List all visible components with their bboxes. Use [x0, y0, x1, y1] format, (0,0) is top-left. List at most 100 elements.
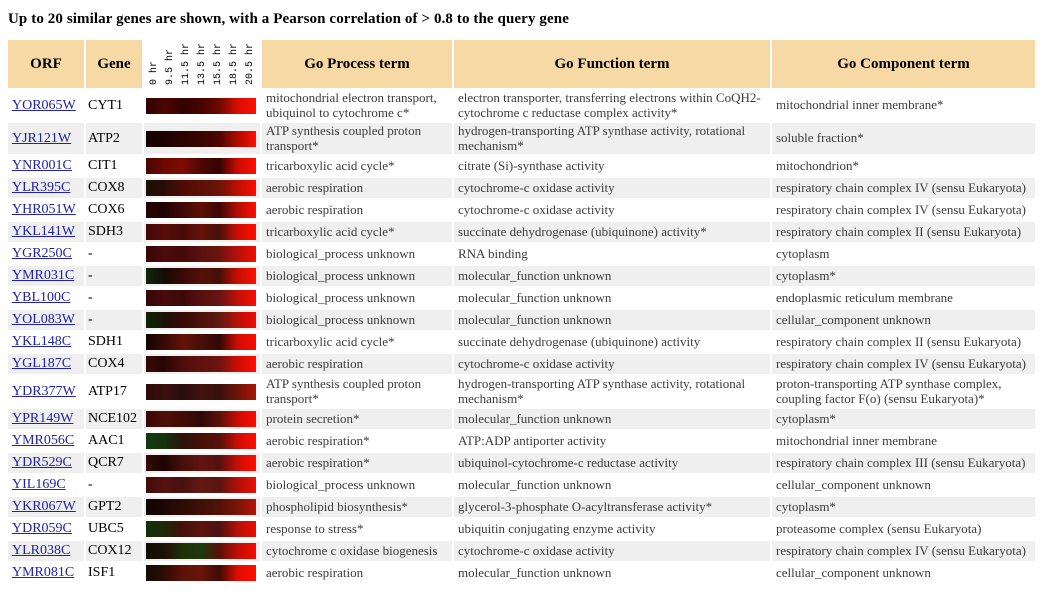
- expression-heatmap-cell: [144, 519, 260, 540]
- orf-link[interactable]: YGR250C: [12, 246, 72, 262]
- orf-cell: YKL148C: [8, 332, 84, 353]
- go-function-term: ATP:ADP antiporter activity: [454, 431, 770, 452]
- orf-link[interactable]: YDR059C: [12, 521, 72, 537]
- table-row: YIL169C - biological_process unknown mol…: [8, 475, 1035, 496]
- go-component-term: soluble fraction*: [772, 123, 1035, 155]
- go-function-term: glycerol-3-phosphate O-acyltransferase a…: [454, 497, 770, 518]
- expression-heatmap-strip: [146, 433, 256, 450]
- column-header-timepoints: 0 hr 9.5 hr 11.5 hr 13.5 hr 15.5 hr 18.5 hr 20…: [144, 40, 260, 88]
- go-function-term: hydrogen-transporting ATP synthase activ…: [454, 123, 770, 155]
- go-component-term: proton-transporting ATP synthase complex…: [772, 376, 1035, 408]
- gene-name: NCE102: [86, 409, 142, 430]
- go-component-term: cytoplasm*: [772, 497, 1035, 518]
- expression-heatmap-strip: [146, 268, 256, 285]
- go-function-term: ubiquinol-cytochrome-c reductase activit…: [454, 453, 770, 474]
- go-component-term: respiratory chain complex II (sensu Euka…: [772, 222, 1035, 243]
- time-label: 15.5 hr: [213, 42, 224, 85]
- orf-cell: YDR059C: [8, 519, 84, 540]
- orf-cell: YMR056C: [8, 431, 84, 452]
- orf-link[interactable]: YBL100C: [12, 290, 71, 306]
- orf-link[interactable]: YKL141W: [12, 224, 75, 240]
- table-row: YMR081C ISF1 aerobic respiration molecul…: [8, 563, 1035, 584]
- table-row: YDR529C QCR7 aerobic respiration* ubiqui…: [8, 453, 1035, 474]
- expression-heatmap-strip: [146, 477, 256, 494]
- time-label: 0 hr: [149, 60, 160, 85]
- expression-heatmap-cell: [144, 200, 260, 221]
- expression-heatmap-strip: [146, 224, 256, 241]
- expression-heatmap-cell: [144, 475, 260, 496]
- expression-heatmap-cell: [144, 497, 260, 518]
- orf-link[interactable]: YJR121W: [12, 130, 72, 146]
- expression-heatmap-strip: [146, 180, 256, 197]
- gene-name: COX8: [86, 178, 142, 199]
- go-component-term: cytoplasm: [772, 244, 1035, 265]
- orf-link[interactable]: YOL083W: [12, 312, 75, 328]
- expression-heatmap-cell: [144, 244, 260, 265]
- expression-heatmap-strip: [146, 202, 256, 219]
- orf-link[interactable]: YNR001C: [12, 158, 72, 174]
- orf-cell: YIL169C: [8, 475, 84, 496]
- go-process-term: aerobic respiration: [262, 354, 452, 375]
- orf-link[interactable]: YDR377W: [12, 383, 76, 399]
- orf-link[interactable]: YKR067W: [12, 499, 76, 515]
- expression-heatmap-cell: [144, 90, 260, 122]
- orf-cell: YKL141W: [8, 222, 84, 243]
- time-label: 20.5 hr: [245, 42, 256, 85]
- expression-heatmap-cell: [144, 431, 260, 452]
- orf-link[interactable]: YDR529C: [12, 455, 72, 471]
- orf-link[interactable]: YMR081C: [12, 565, 75, 581]
- orf-link[interactable]: YGL187C: [12, 356, 72, 372]
- time-label: 9.5 hr: [165, 48, 176, 85]
- orf-link[interactable]: YKL148C: [12, 334, 72, 350]
- table-row: YPR149W NCE102 protein secretion* molecu…: [8, 409, 1035, 430]
- orf-link[interactable]: YLR395C: [12, 180, 71, 196]
- expression-heatmap-cell: [144, 288, 260, 309]
- gene-name: CIT1: [86, 156, 142, 177]
- expression-heatmap-strip: [146, 455, 256, 472]
- gene-name: ATP17: [86, 376, 142, 408]
- go-process-term: aerobic respiration*: [262, 431, 452, 452]
- table-row: YDR059C UBC5 response to stress* ubiquit…: [8, 519, 1035, 540]
- table-row: YLR038C COX12 cytochrome c oxidase bioge…: [8, 541, 1035, 562]
- orf-link[interactable]: YLR038C: [12, 543, 71, 559]
- orf-cell: YGR250C: [8, 244, 84, 265]
- expression-heatmap-cell: [144, 376, 260, 408]
- go-process-term: cytochrome c oxidase biogenesis: [262, 541, 452, 562]
- go-function-term: citrate (Si)-synthase activity: [454, 156, 770, 177]
- table-row: YOR065W CYT1 mitochondrial electron tran…: [8, 90, 1035, 122]
- expression-heatmap-strip: [146, 356, 256, 373]
- column-header-go-process: Go Process term: [262, 40, 452, 88]
- expression-heatmap-strip: [146, 312, 256, 329]
- table-header-row: ORF Gene 0 hr 9.5 hr 11.5 hr 13.5 hr 15.5 hr…: [8, 40, 1035, 88]
- orf-link[interactable]: YIL169C: [12, 477, 66, 493]
- go-component-term: proteasome complex (sensu Eukaryota): [772, 519, 1035, 540]
- page-title: Up to 20 similar genes are shown, with a…: [8, 11, 569, 27]
- orf-link[interactable]: YHR051W: [12, 202, 76, 218]
- go-function-term: hydrogen-transporting ATP synthase activ…: [454, 376, 770, 408]
- gene-name: GPT2: [86, 497, 142, 518]
- table-row: YMR056C AAC1 aerobic respiration* ATP:AD…: [8, 431, 1035, 452]
- table-row: YNR001C CIT1 tricarboxylic acid cycle* c…: [8, 156, 1035, 177]
- orf-link[interactable]: YOR065W: [12, 97, 76, 113]
- go-component-term: respiratory chain complex IV (sensu Euka…: [772, 354, 1035, 375]
- go-function-term: cytochrome-c oxidase activity: [454, 200, 770, 221]
- table-row: YBL100C - biological_process unknown mol…: [8, 288, 1035, 309]
- go-component-term: cellular_component unknown: [772, 563, 1035, 584]
- expression-heatmap-cell: [144, 409, 260, 430]
- orf-link[interactable]: YMR056C: [12, 433, 75, 449]
- go-process-term: biological_process unknown: [262, 475, 452, 496]
- orf-cell: YDR529C: [8, 453, 84, 474]
- gene-name: UBC5: [86, 519, 142, 540]
- expression-heatmap-cell: [144, 453, 260, 474]
- orf-cell: YLR395C: [8, 178, 84, 199]
- orf-link[interactable]: YPR149W: [12, 411, 74, 427]
- go-function-term: molecular_function unknown: [454, 310, 770, 331]
- go-process-term: biological_process unknown: [262, 310, 452, 331]
- go-function-term: molecular_function unknown: [454, 288, 770, 309]
- go-process-term: response to stress*: [262, 519, 452, 540]
- orf-link[interactable]: YMR031C: [12, 268, 75, 284]
- table-row: YOL083W - biological_process unknown mol…: [8, 310, 1035, 331]
- table-row: YKR067W GPT2 phospholipid biosynthesis* …: [8, 497, 1035, 518]
- column-header-gene: Gene: [86, 40, 142, 88]
- go-component-term: cytoplasm*: [772, 409, 1035, 430]
